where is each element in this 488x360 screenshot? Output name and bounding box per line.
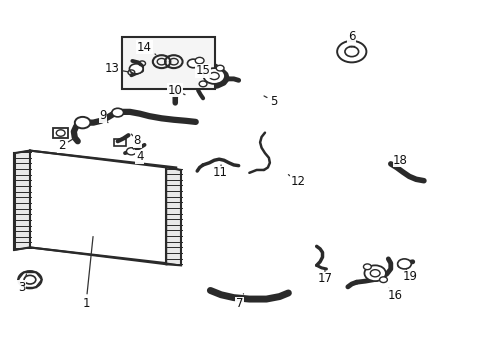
Circle shape [216, 65, 224, 71]
Text: 3: 3 [18, 274, 26, 294]
Text: 5: 5 [264, 95, 277, 108]
Text: 19: 19 [402, 270, 417, 283]
Text: 7: 7 [235, 294, 243, 310]
Circle shape [187, 59, 199, 68]
Bar [114, 139, 126, 145]
Bar [53, 129, 68, 138]
Circle shape [379, 277, 386, 283]
Circle shape [363, 264, 370, 270]
Circle shape [75, 117, 90, 129]
Circle shape [112, 108, 123, 117]
Circle shape [126, 148, 136, 155]
Circle shape [129, 64, 143, 74]
Circle shape [397, 259, 410, 269]
Text: 15: 15 [195, 64, 210, 77]
Text: 9: 9 [99, 109, 108, 123]
Bar [122, 37, 215, 89]
Text: 17: 17 [317, 270, 332, 285]
Text: 4: 4 [132, 148, 143, 163]
Polygon shape [30, 150, 176, 264]
Circle shape [195, 57, 203, 64]
Text: 13: 13 [104, 62, 128, 75]
Text: 18: 18 [392, 154, 407, 167]
Circle shape [203, 68, 224, 84]
Text: 12: 12 [288, 175, 305, 188]
Text: 1: 1 [82, 237, 93, 310]
Circle shape [199, 81, 206, 87]
Text: 6: 6 [347, 30, 355, 47]
Text: 10: 10 [167, 84, 184, 97]
Text: 14: 14 [137, 41, 156, 54]
Text: 8: 8 [131, 134, 141, 147]
Text: 2: 2 [58, 138, 74, 152]
Circle shape [364, 265, 385, 281]
Text: 16: 16 [387, 288, 402, 302]
Polygon shape [15, 150, 30, 250]
Polygon shape [166, 167, 181, 265]
Text: 11: 11 [212, 165, 227, 179]
